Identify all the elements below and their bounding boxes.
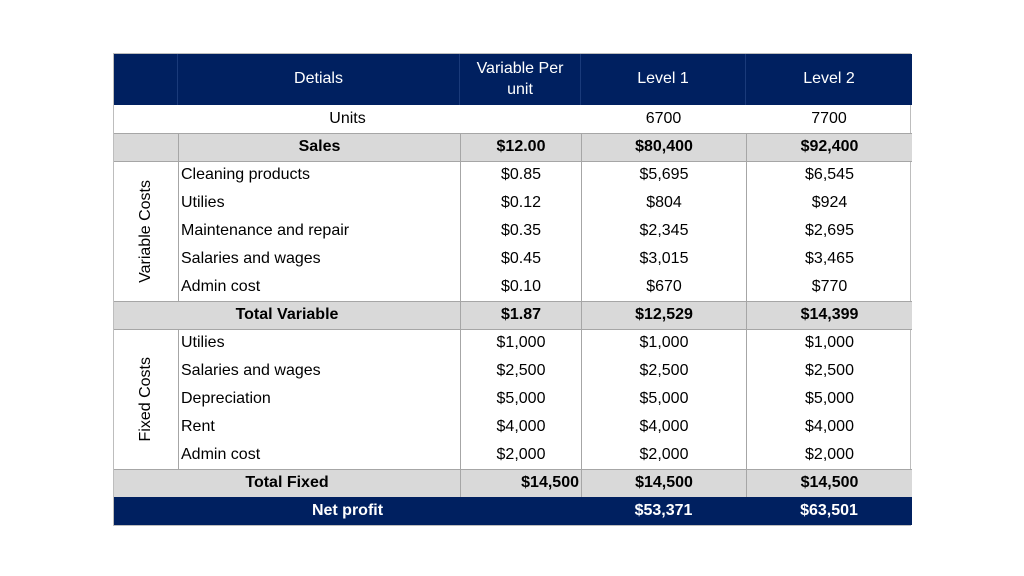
variable-row-per-unit: $0.45	[460, 245, 581, 273]
fixed-row-label: Depreciation	[178, 385, 460, 413]
fixed-row-label: Rent	[178, 413, 460, 441]
fixed-row-label: Admin cost	[178, 441, 460, 469]
units-level-1: 6700	[645, 109, 682, 127]
variable-row-level-1: $5,695	[581, 161, 746, 189]
units-level-2: 7700	[811, 109, 847, 127]
variable-row-label: Cleaning products	[178, 161, 460, 189]
variable-row-level-2: $924	[746, 189, 912, 217]
variable-row-level-1: $2,345	[581, 217, 746, 245]
header-level-1: Level 1	[581, 54, 746, 105]
total-variable-per-unit: $1.87	[460, 301, 581, 329]
variable-row-label: Utilies	[178, 189, 460, 217]
fixed-costs-label: Fixed Costs	[136, 357, 154, 442]
sales-label: Sales	[178, 133, 460, 161]
fixed-row-level-2: $2,500	[746, 357, 912, 385]
fixed-row-label: Salaries and wages	[178, 357, 460, 385]
header-level-2: Level 2	[746, 54, 912, 105]
sales-level-1: $80,400	[581, 133, 746, 161]
fixed-row-level-1: $1,000	[581, 329, 746, 357]
header-variable-per-unit: Variable Per unit	[460, 54, 581, 105]
variable-row-per-unit: $0.85	[460, 161, 581, 189]
net-profit-label: Net profit	[114, 497, 581, 525]
total-fixed-per-unit: $14,500	[460, 469, 581, 497]
cost-table: Detials Variable Per unit Level 1 Level …	[113, 53, 912, 526]
header-details: Detials	[178, 54, 460, 105]
sales-level-2: $92,400	[746, 133, 912, 161]
header-blank-cell	[114, 54, 178, 105]
net-profit-level-2: $63,501	[746, 497, 912, 525]
total-variable-label: Total Variable	[114, 301, 460, 329]
variable-row-per-unit: $0.12	[460, 189, 581, 217]
fixed-row-level-2: $5,000	[746, 385, 912, 413]
variable-row-level-2: $6,545	[746, 161, 912, 189]
fixed-row-level-1: $5,000	[581, 385, 746, 413]
variable-row-level-1: $3,015	[581, 245, 746, 273]
variable-row-per-unit: $0.35	[460, 217, 581, 245]
variable-row-level-1: $670	[581, 273, 746, 301]
fixed-row-per-unit: $4,000	[460, 413, 581, 441]
fixed-row-per-unit: $1,000	[460, 329, 581, 357]
fixed-row-per-unit: $2,000	[460, 441, 581, 469]
variable-costs-label: Variable Costs	[136, 180, 154, 283]
variable-costs-group: Variable Costs	[114, 161, 178, 301]
fixed-row-level-1: $2,000	[581, 441, 746, 469]
variable-row-label: Maintenance and repair	[178, 217, 460, 245]
fixed-row-level-2: $4,000	[746, 413, 912, 441]
fixed-costs-group: Fixed Costs	[114, 329, 178, 469]
fixed-row-level-1: $4,000	[581, 413, 746, 441]
fixed-row-per-unit: $2,500	[460, 357, 581, 385]
total-variable-level-1: $12,529	[581, 301, 746, 329]
variable-row-level-2: $2,695	[746, 217, 912, 245]
fixed-row-level-2: $1,000	[746, 329, 912, 357]
sales-blank	[114, 133, 178, 161]
fixed-row-per-unit: $5,000	[460, 385, 581, 413]
fixed-row-level-2: $2,000	[746, 441, 912, 469]
total-fixed-level-1: $14,500	[581, 469, 746, 497]
fixed-row-label: Utilies	[178, 329, 460, 357]
variable-row-level-1: $804	[581, 189, 746, 217]
sales-per-unit: $12.00	[460, 133, 581, 161]
variable-row-label: Admin cost	[178, 273, 460, 301]
units-label: Units	[329, 109, 366, 127]
fixed-row-level-1: $2,500	[581, 357, 746, 385]
variable-row-per-unit: $0.10	[460, 273, 581, 301]
total-fixed-level-2: $14,500	[746, 469, 912, 497]
total-variable-level-2: $14,399	[746, 301, 912, 329]
total-fixed-label: Total Fixed	[114, 469, 460, 497]
net-profit-level-1: $53,371	[581, 497, 746, 525]
variable-row-label: Salaries and wages	[178, 245, 460, 273]
variable-row-level-2: $770	[746, 273, 912, 301]
variable-row-level-2: $3,465	[746, 245, 912, 273]
